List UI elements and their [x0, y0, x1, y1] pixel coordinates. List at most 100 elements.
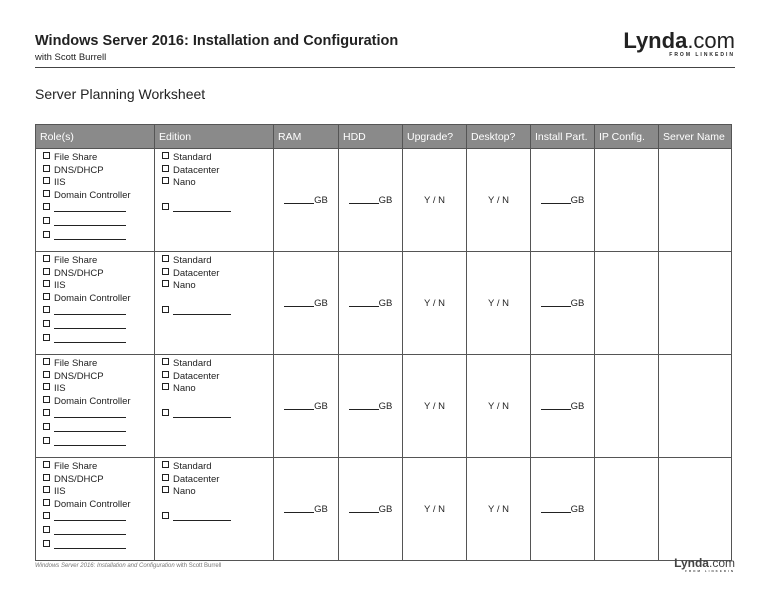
role-option: IIS — [43, 486, 154, 499]
blank-line — [284, 503, 315, 513]
ip-config-cell — [594, 354, 659, 458]
checkbox — [162, 255, 169, 262]
checkbox — [43, 267, 50, 275]
role-option: Domain Controller — [43, 292, 154, 306]
role-label: DNS/DHCP — [54, 370, 104, 382]
server-name-cell — [658, 354, 732, 458]
checkbox — [43, 436, 50, 444]
role-label: IIS — [54, 177, 66, 189]
roles-cell: File Share DNS/DHCP IIS Domain Controller — [35, 251, 155, 355]
hdd-cell: GB — [338, 457, 403, 561]
roles-cell: File Share DNS/DHCP IIS Domain Controller — [35, 354, 155, 458]
unit: GB — [314, 298, 328, 309]
checkbox — [162, 267, 169, 275]
checkbox — [162, 306, 169, 314]
edition-label: Nano — [173, 383, 196, 395]
roles-cell: File Share DNS/DHCP IIS Domain Controller — [35, 148, 155, 252]
role-option: File Share — [43, 255, 154, 268]
blank-line — [540, 503, 571, 513]
checkbox — [162, 461, 169, 468]
checkbox — [162, 177, 169, 185]
blank-line — [54, 202, 126, 213]
edition-label: Standard — [173, 358, 212, 369]
ram-cell: GB — [273, 354, 339, 458]
edition-label: Standard — [173, 255, 212, 266]
table-row: File Share DNS/DHCP IIS Domain Controller St… — [35, 457, 732, 561]
role-blank — [43, 305, 154, 319]
server-name-cell — [658, 148, 732, 252]
checkbox — [43, 525, 50, 533]
role-label: IIS — [54, 383, 66, 395]
ip-config-cell — [594, 457, 659, 561]
column-header: RAM — [273, 124, 339, 149]
footer-logo: Lynda.com FROM LINKEDIN — [674, 557, 735, 573]
checkbox — [43, 512, 50, 520]
role-label: File Share — [54, 358, 98, 369]
role-label: IIS — [54, 280, 66, 292]
logo-suffix: .com — [708, 556, 735, 570]
role-blank — [43, 230, 154, 244]
checkbox — [43, 395, 50, 403]
role-blank — [43, 422, 154, 436]
unit: GB — [314, 195, 328, 206]
checkbox — [162, 203, 169, 211]
column-header: Edition — [154, 124, 274, 149]
install-cell: GB — [530, 251, 595, 355]
ram-cell: GB — [273, 457, 339, 561]
role-blank — [43, 333, 154, 347]
role-blank — [43, 202, 154, 216]
role-option: File Share — [43, 152, 154, 165]
logo-tag: FROM LINKEDIN — [685, 569, 735, 573]
role-blank — [43, 511, 154, 525]
install-cell: GB — [530, 148, 595, 252]
edition-blank — [162, 408, 273, 422]
checkbox — [162, 473, 169, 481]
blank-line — [348, 503, 379, 513]
role-label: DNS/DHCP — [54, 473, 104, 485]
role-label: File Share — [54, 255, 98, 266]
unit: GB — [314, 504, 328, 515]
role-option: DNS/DHCP — [43, 164, 154, 178]
blank-line — [54, 216, 126, 226]
upgrade-cell: Y / N — [402, 457, 467, 561]
unit: GB — [570, 504, 585, 515]
edition-option: Datacenter — [162, 267, 273, 281]
edition-option: Standard — [162, 358, 273, 371]
checkbox — [43, 358, 50, 365]
checkbox — [162, 152, 169, 159]
edition-label: Nano — [173, 177, 196, 189]
table-row: File Share DNS/DHCP IIS Domain Controller St… — [35, 354, 732, 458]
checkbox — [162, 358, 169, 365]
blank-line — [54, 422, 126, 432]
column-header: Server Name — [658, 124, 732, 149]
unit: GB — [378, 504, 393, 515]
checkbox — [43, 473, 50, 481]
checkbox — [43, 422, 50, 430]
edition-label: Nano — [173, 486, 196, 498]
edition-option: Standard — [162, 461, 273, 474]
blank-line — [54, 539, 126, 549]
edition-option: Standard — [162, 152, 273, 165]
column-header: Desktop? — [466, 124, 531, 149]
role-option: Domain Controller — [43, 395, 154, 409]
role-label: File Share — [54, 461, 98, 472]
checkbox — [162, 409, 169, 417]
checkbox — [162, 512, 169, 520]
hdd-cell: GB — [338, 251, 403, 355]
unit: GB — [570, 195, 585, 206]
blank-line — [54, 436, 126, 446]
blank-line — [173, 408, 231, 419]
ram-cell: GB — [273, 148, 339, 252]
blank-line — [54, 333, 126, 343]
blank-line — [540, 400, 571, 410]
spacer — [162, 396, 273, 409]
blank-line — [54, 408, 126, 419]
logo-name: Lynda — [623, 28, 688, 53]
checkbox — [43, 306, 50, 314]
edition-option: Nano — [162, 383, 273, 396]
table-row: File Share DNS/DHCP IIS Domain Controller St… — [35, 251, 732, 355]
column-header: Install Part. — [530, 124, 595, 149]
edition-label: Standard — [173, 461, 212, 472]
blank-line — [540, 297, 571, 307]
doc-subtitle: with Scott Burrell — [35, 52, 107, 63]
